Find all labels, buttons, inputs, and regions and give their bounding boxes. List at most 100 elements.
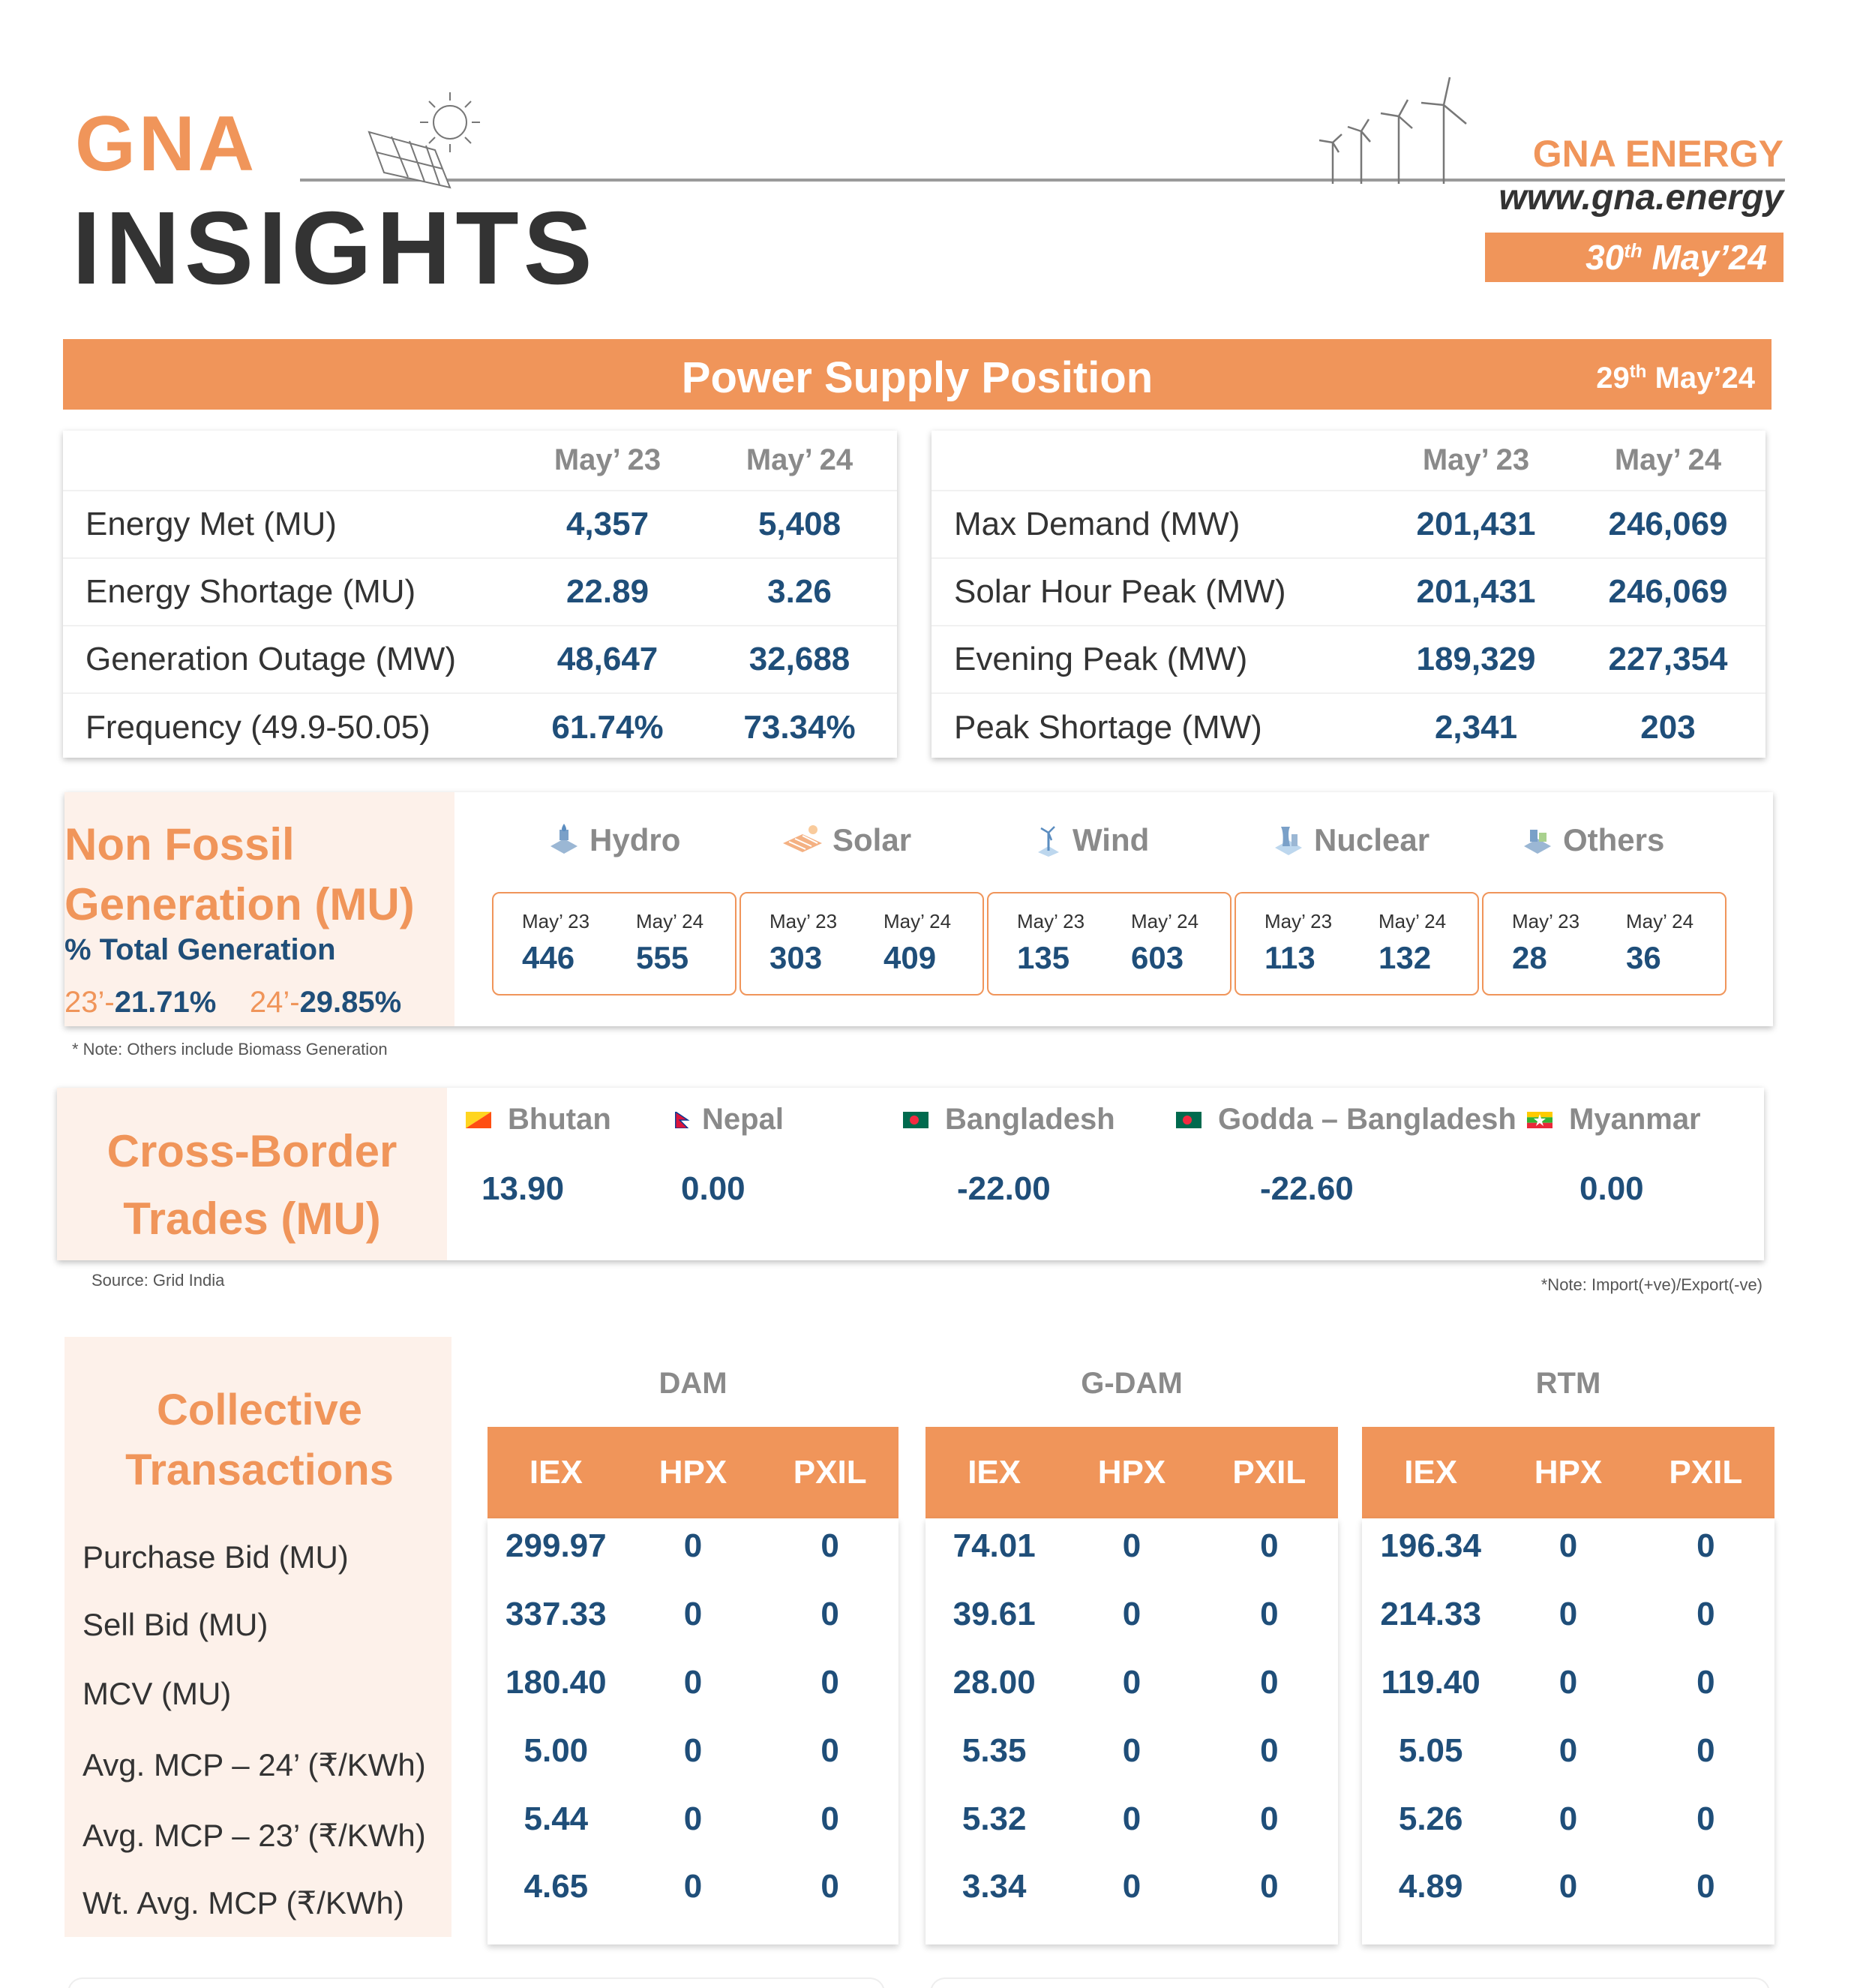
value-cell: 0 (820, 1664, 839, 1701)
logo-insights: INSIGHTS (72, 191, 597, 306)
value-cell: 0 (1696, 1527, 1715, 1564)
value-cell: 5.35 (962, 1732, 1027, 1769)
next-panel-left (68, 1977, 885, 1988)
value-cell: 0 (683, 1868, 703, 1905)
value-may24: 246,069 (1570, 490, 1766, 558)
value-cell: 0 (1260, 1732, 1279, 1769)
wind-turbines-icon (1318, 77, 1467, 184)
value-cell: 0 (683, 1527, 703, 1564)
power-supply-title: Power Supply Position (681, 353, 1154, 402)
solar-may24-value: 409 (884, 940, 937, 975)
value-cell: 28.00 (952, 1664, 1036, 1701)
value-cell: 0 (683, 1800, 703, 1837)
hydro-may24-value: 555 (636, 940, 689, 975)
value-may24: 32,688 (702, 625, 897, 693)
myanmar-flag-icon (1527, 1111, 1552, 1128)
others-may23-value: 28 (1512, 940, 1547, 975)
row-label: Peak Shortage (MW) (932, 692, 1382, 761)
value-cell: 5.32 (962, 1800, 1027, 1837)
year-label-may23: May’ 23 (770, 910, 838, 932)
hydro-icon (550, 824, 578, 854)
myanmar-value: 0.00 (1580, 1170, 1644, 1207)
value-cell: 5.05 (1398, 1732, 1463, 1769)
logo-gna: GNA (75, 101, 258, 188)
gdam-values: 74.01 0 0 39.61 0 0 28.00 0 0 5.35 0 0 5.32 0 0 3.34 0 0 (926, 1518, 1338, 1944)
value-cell: 0 (820, 1868, 839, 1905)
value-may23: 61.74% (513, 692, 702, 761)
column-header-may24: May’ 24 (1614, 443, 1722, 476)
value-may23: 48,647 (513, 625, 702, 693)
solar-may23-value: 303 (770, 940, 823, 975)
value-cell: 196.34 (1380, 1527, 1481, 1564)
non-fossil-note: * Note: Others include Biomass Generatio… (72, 1040, 388, 1059)
exchange-hpx: HPX (658, 1454, 728, 1491)
value-cell: 0 (820, 1527, 839, 1564)
value-cell: 39.61 (952, 1596, 1036, 1632)
exchange-iex: IEX (529, 1454, 583, 1491)
table-row: Generation Outage (MW) 48,647 32,688 (63, 625, 897, 693)
power-supply-right-table: May’ 23 May’ 24 Max Demand (MW) 201,431 … (932, 431, 1766, 761)
gdam-title: G-DAM (1081, 1367, 1183, 1400)
value-cell: 5.26 (1398, 1800, 1463, 1837)
gdam-header-row: IEX HPX PXIL (926, 1427, 1338, 1518)
dam-header-row: IEX HPX PXIL (488, 1427, 898, 1518)
value-cell: 5.44 (524, 1800, 589, 1837)
exchange-pxil: PXIL (1232, 1454, 1306, 1491)
year-label-may24: May’ 24 (636, 910, 704, 932)
issue-date: 30th May’24 (1485, 233, 1784, 282)
value-cell: 5.00 (524, 1732, 589, 1769)
row-label-avg-mcp-23: Avg. MCP – 23’ (₹/KWh) (82, 1818, 426, 1853)
value-cell: 0 (1122, 1596, 1142, 1632)
hydro-may23-value: 446 (522, 940, 575, 975)
others-header: Others (1520, 822, 1664, 858)
year-label-may24: May’ 24 (1378, 910, 1447, 932)
nuclear-header: Nuclear (1270, 822, 1430, 858)
collective-title: Collective Transactions (125, 1386, 394, 1494)
value-cell: 0 (1122, 1664, 1142, 1701)
cross-border-panel: Cross-Border Trades (MU) Bhutan 13.90 Ne… (57, 1088, 1764, 1260)
power-supply-left-table: May’ 23 May’ 24 Energy Met (MU) 4,357 5,… (63, 431, 897, 761)
year-label-may23: May’ 23 (1512, 910, 1580, 932)
non-fossil-title: Non Fossil Generation (MU) (64, 819, 415, 929)
value-cell: 0 (1260, 1596, 1279, 1632)
value-cell: 0 (1696, 1800, 1715, 1837)
value-cell: 0 (1558, 1800, 1578, 1837)
table-row: Energy Met (MU) 4,357 5,408 (63, 490, 897, 558)
table-row: Frequency (49.9-50.05) 61.74% 73.34% (63, 692, 897, 761)
power-supply-left-panel: May’ 23 May’ 24 Energy Met (MU) 4,357 5,… (63, 431, 897, 761)
value-cell: 0 (1558, 1596, 1578, 1632)
hydro-values-box: May’ 23 May’ 24 446 555 (492, 892, 736, 996)
row-label: Solar Hour Peak (MW) (932, 557, 1382, 626)
solar-icon (783, 825, 822, 852)
value-cell: 0 (1696, 1868, 1715, 1905)
solar-panel-sun-icon (368, 92, 480, 189)
brand-url[interactable]: www.gna.energy (1498, 178, 1784, 218)
value-cell: 214.33 (1380, 1596, 1481, 1632)
value-cell: 0 (1696, 1596, 1715, 1632)
nuclear-values-box: May’ 23 May’ 24 113 132 (1234, 892, 1479, 996)
brand-name: GNA ENERGY (1532, 133, 1784, 175)
year-label-may24: May’ 24 (1626, 910, 1694, 932)
table-row: Evening Peak (MW) 189,329 227,354 (932, 625, 1766, 693)
row-label-wt-avg-mcp: Wt. Avg. MCP (₹/KWh) (82, 1885, 404, 1920)
row-label-avg-mcp-24: Avg. MCP – 24’ (₹/KWh) (82, 1747, 426, 1782)
value-may23: 201,431 (1382, 490, 1570, 558)
nuclear-icon (1275, 827, 1302, 855)
row-label: Energy Shortage (MU) (63, 557, 513, 626)
value-cell: 0 (1558, 1868, 1578, 1905)
value-cell: 0 (820, 1800, 839, 1837)
year-label-may24: May’ 24 (1131, 910, 1199, 932)
exchange-hpx: HPX (1534, 1454, 1603, 1491)
table-row: Solar Hour Peak (MW) 201,431 246,069 (932, 557, 1766, 626)
wind-values-box: May’ 23 May’ 24 135 603 (987, 892, 1232, 996)
others-icon (1524, 830, 1551, 854)
non-fossil-shares: 23’-21.71% 24’-29.85% (64, 986, 402, 1019)
power-supply-date: 29th May’24 (1596, 362, 1755, 395)
value-cell: 0 (683, 1732, 703, 1769)
value-may23: 22.89 (513, 557, 702, 626)
nepal-value: 0.00 (681, 1170, 746, 1207)
exchange-iex: IEX (1404, 1454, 1458, 1491)
year-label-may23: May’ 23 (1017, 910, 1085, 932)
others-may24-value: 36 (1626, 940, 1661, 975)
value-cell: 0 (1260, 1868, 1279, 1905)
